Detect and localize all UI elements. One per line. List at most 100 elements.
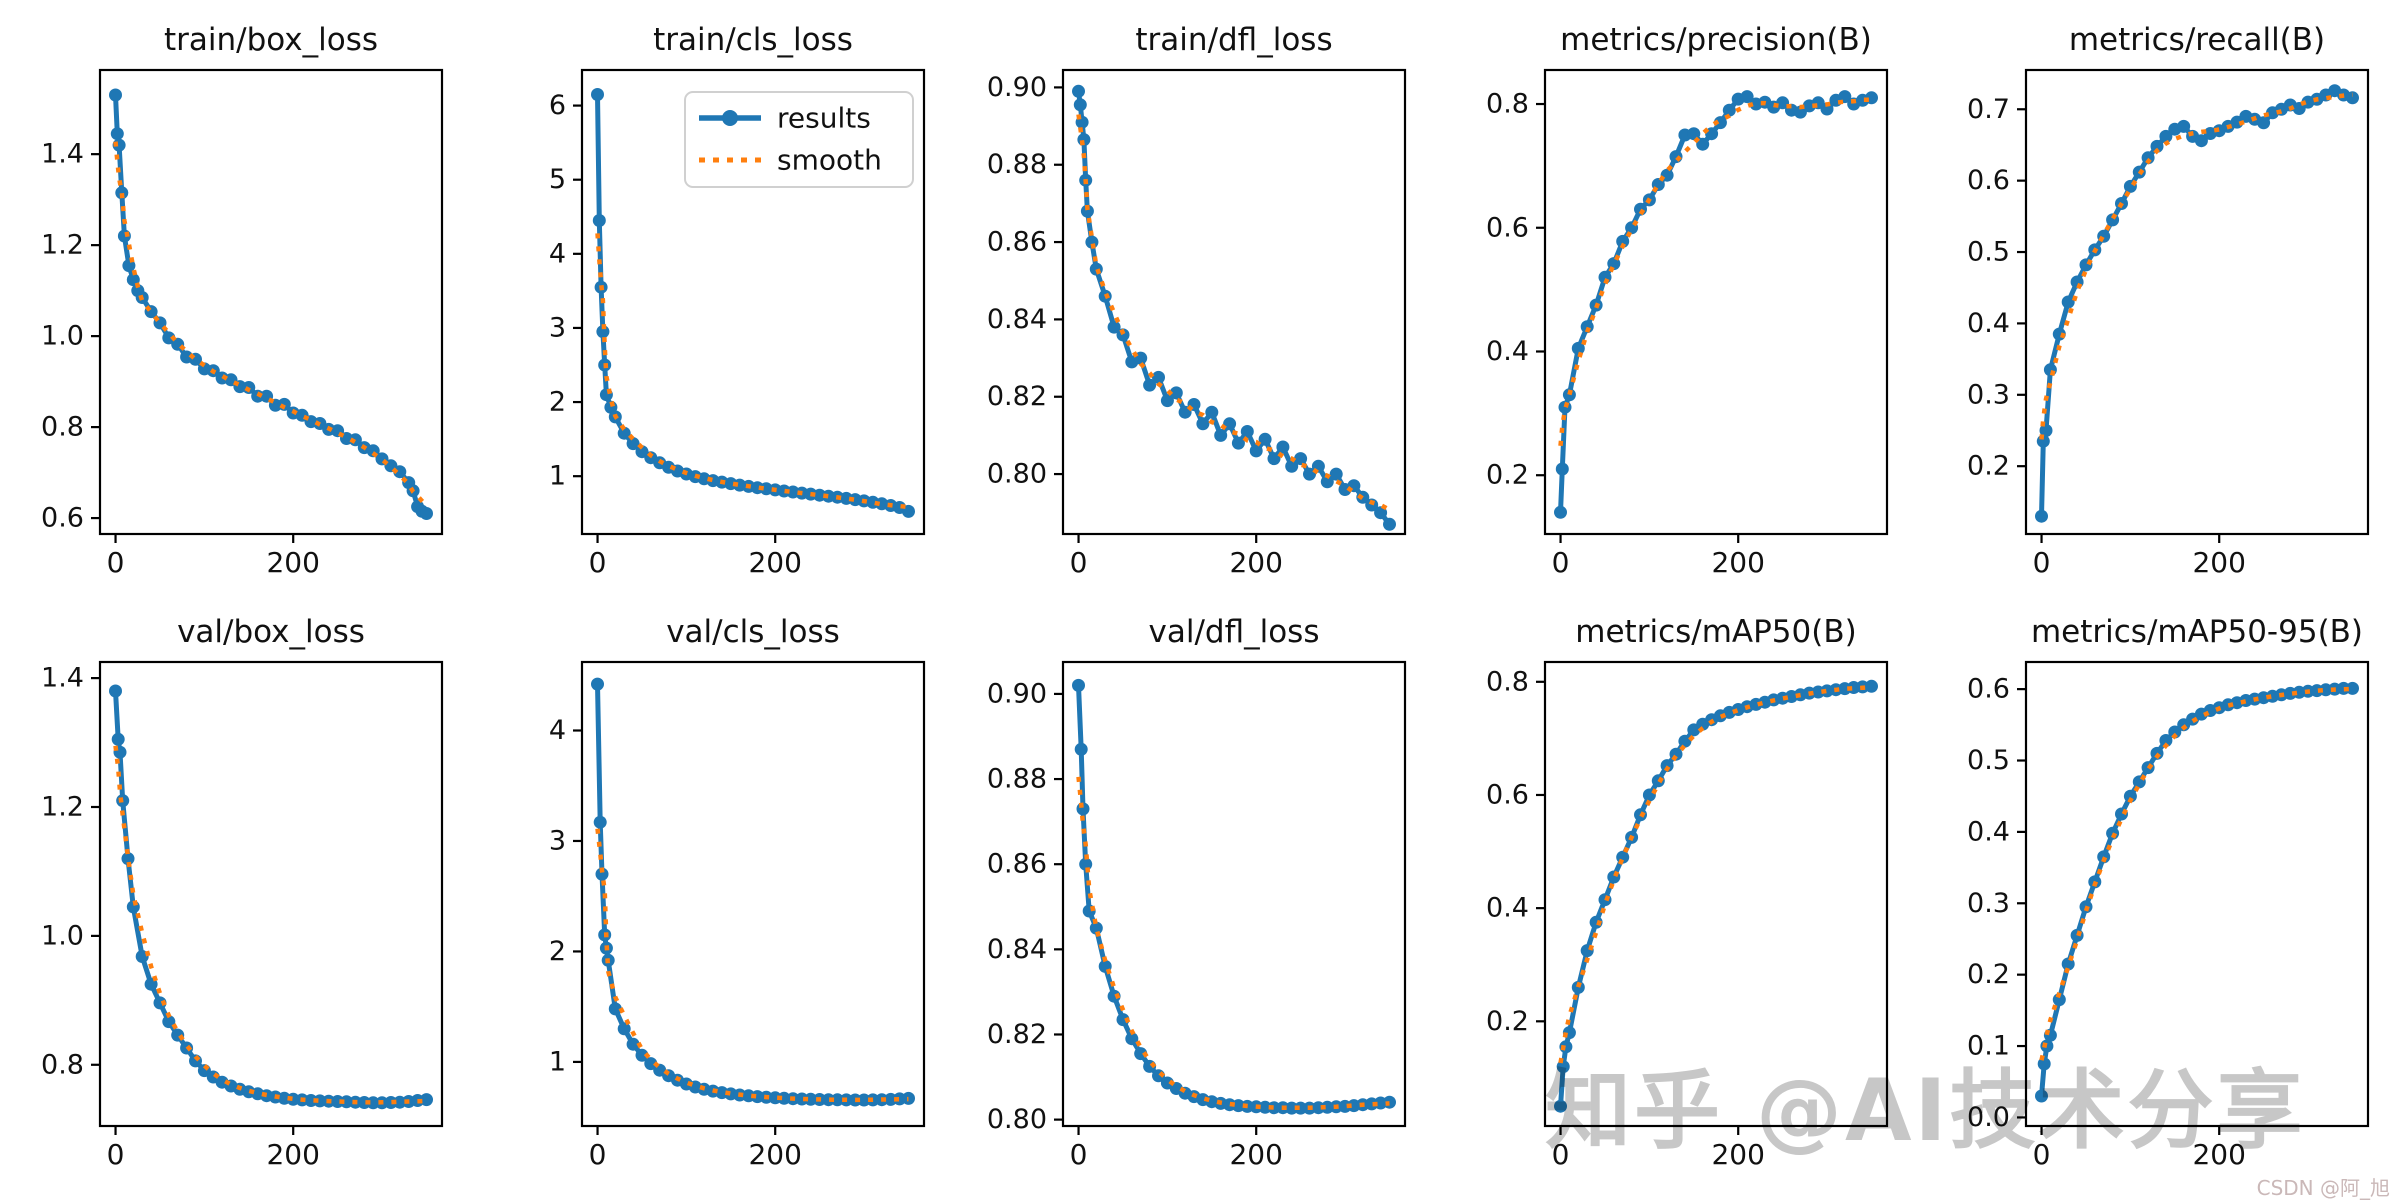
results-markers	[2035, 84, 2359, 523]
y-tick-label: 0.80	[987, 459, 1047, 490]
y-tick-label: 1	[549, 1046, 566, 1077]
y-tick-label: 0.6	[1486, 212, 1529, 243]
subplot-val-cls-loss: 1 2 3 4 0 200 val/cls_loss	[549, 614, 926, 1171]
subplot-metrics-mAP50-B: 0.2 0.4 0.6 0.8 0 200 metrics/mAP50(B)	[1486, 614, 1889, 1171]
smooth-line	[595, 233, 909, 510]
axes-box	[2024, 68, 2370, 536]
x-tick-label: 200	[266, 1138, 319, 1171]
y-tick-label: 0.2	[1967, 451, 2010, 482]
x-tick-label: 200	[1711, 546, 1764, 579]
y-tick-label: 0.2	[1967, 959, 2010, 990]
smooth-line	[113, 141, 429, 508]
y-tick-label: 0.82	[987, 1019, 1047, 1050]
y-tick-label: 0.6	[1967, 165, 2010, 196]
y-tick-label: 0.90	[987, 678, 1047, 709]
subplot-title: train/box_loss	[164, 22, 378, 58]
axes-box	[2024, 660, 2370, 1128]
smooth-line	[1076, 114, 1391, 512]
x-tick-label: 200	[2192, 546, 2245, 579]
subplot-title: train/dfl_loss	[1135, 22, 1332, 58]
x-tick-label: 0	[2033, 1138, 2051, 1171]
x-tick-label: 0	[107, 1138, 125, 1171]
y-tick-label: 0.5	[1967, 237, 2010, 268]
smooth-line	[2039, 92, 2353, 440]
y-tick-label: 1.4	[41, 139, 84, 170]
y-tick-label: 0.88	[987, 149, 1047, 180]
axes-box	[1061, 68, 1407, 536]
y-tick-label: 4	[549, 715, 566, 746]
y-tick-label: 0.3	[1967, 379, 2010, 410]
y-tick-label: 0.82	[987, 381, 1047, 412]
y-tick-label: 4	[549, 238, 566, 269]
x-tick-label: 0	[107, 546, 125, 579]
results-markers	[591, 677, 915, 1107]
y-tick-label: 0.84	[987, 934, 1047, 965]
subplot-title: metrics/recall(B)	[2069, 22, 2325, 58]
x-tick-label: 200	[1711, 1138, 1764, 1171]
y-tick-label: 0.2	[1486, 1006, 1529, 1037]
x-tick-label: 200	[748, 546, 801, 579]
y-tick-label: 0.6	[41, 503, 84, 534]
y-tick-label: 0.8	[41, 412, 84, 443]
x-tick-label: 0	[2033, 546, 2051, 579]
y-tick-label: 3	[549, 312, 566, 343]
smooth-line	[113, 745, 427, 1105]
smooth-line	[1558, 97, 1872, 447]
axes-box	[1061, 660, 1407, 1128]
y-tick-label: 0.6	[1486, 779, 1529, 810]
x-tick-label: 200	[1229, 1138, 1282, 1171]
x-tick-label: 200	[1229, 546, 1282, 579]
y-tick-label: 0.3	[1967, 888, 2010, 919]
subplot-title: metrics/mAP50(B)	[1575, 614, 1856, 650]
subplot-title: train/cls_loss	[653, 22, 853, 58]
subplot-metrics-recall-B: 0.2 0.3 0.4 0.5 0.6 0.7 0 200 metrics/recall(B)	[1967, 22, 2370, 579]
subplot-title: metrics/precision(B)	[1560, 22, 1872, 58]
results-markers	[109, 684, 433, 1110]
smooth-line	[2039, 686, 2353, 1061]
x-tick-label: 200	[266, 546, 319, 579]
y-tick-label: 2	[549, 387, 566, 418]
y-tick-label: 0.86	[987, 227, 1047, 258]
y-tick-label: 0.88	[987, 764, 1047, 795]
x-tick-label: 200	[2192, 1138, 2245, 1171]
y-tick-label: 0.5	[1967, 745, 2010, 776]
axes-box	[1543, 68, 1889, 536]
legend-results-marker-sample	[722, 110, 738, 126]
y-tick-label: 0.80	[987, 1104, 1047, 1135]
y-tick-label: 0.0	[1967, 1102, 2010, 1133]
axes-box	[580, 660, 926, 1128]
legend-label-smooth: smooth	[777, 144, 882, 177]
y-tick-label: 0.8	[41, 1049, 84, 1080]
axes-box	[98, 660, 444, 1128]
y-tick-label: 6	[549, 90, 566, 121]
y-tick-label: 1.2	[41, 230, 84, 261]
y-tick-label: 0.1	[1967, 1031, 2010, 1062]
x-tick-label: 0	[1552, 546, 1570, 579]
smooth-line	[1076, 776, 1390, 1111]
x-tick-label: 0	[1552, 1138, 1570, 1171]
subplot-title: val/box_loss	[177, 614, 365, 650]
subplot-metrics-precision-B: 0.2 0.4 0.6 0.8 0 200 metrics/precision(B)	[1486, 22, 1889, 579]
x-tick-label: 0	[1070, 546, 1088, 579]
subplot-train-dfl-loss: 0.80 0.82 0.84 0.86 0.88 0.90 0 200 train/dfl_lo…	[987, 22, 1407, 579]
y-tick-label: 0.6	[1967, 674, 2010, 705]
subplot-train-box-loss: 0.6 0.8 1.0 1.2 1.4 0 200 train/box_loss	[41, 22, 444, 579]
y-tick-label: 3	[549, 825, 566, 856]
subplot-val-dfl-loss: 0.80 0.82 0.84 0.86 0.88 0.90 0 200 val/dfl_loss	[987, 614, 1407, 1171]
y-tick-label: 0.7	[1967, 94, 2010, 125]
csdn-watermark: CSDN @阿_旭	[2256, 1176, 2390, 1200]
legend: results smooth	[684, 91, 914, 188]
subplot-title: metrics/mAP50-95(B)	[2031, 614, 2363, 650]
y-tick-label: 1.0	[41, 920, 84, 951]
y-tick-label: 1.4	[41, 663, 84, 694]
subplot-val-box-loss: 0.8 1.0 1.2 1.4 0 200 val/box_loss	[41, 614, 444, 1171]
y-tick-label: 0.2	[1486, 460, 1529, 491]
y-tick-label: 1.2	[41, 792, 84, 823]
x-tick-label: 200	[748, 1138, 801, 1171]
y-tick-label: 2	[549, 936, 566, 967]
y-tick-label: 0.4	[1486, 336, 1529, 367]
y-tick-label: 0.8	[1486, 89, 1529, 120]
subplot-metrics-mAP50-95-B: 0.0 0.1 0.2 0.3 0.4 0.5 0.6 0 200 metrics/mAP50-9…	[1967, 614, 2370, 1171]
y-tick-label: 5	[549, 164, 566, 195]
